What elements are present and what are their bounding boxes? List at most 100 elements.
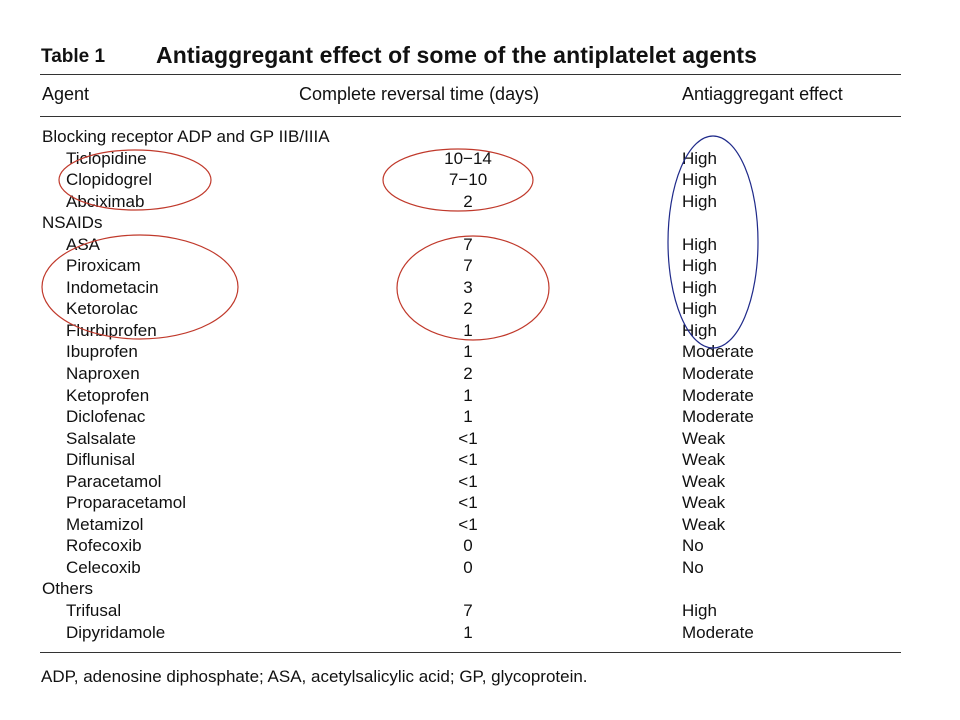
antiaggregant-effect: Moderate	[682, 364, 754, 384]
top-rule	[40, 74, 901, 75]
agent-name: Indometacin	[66, 277, 159, 297]
agent-name: Ticlopidine	[66, 148, 147, 168]
agent-name: Celecoxib	[66, 557, 141, 577]
agent-name: Diclofenac	[66, 407, 146, 427]
group-label: Others	[42, 579, 94, 599]
table-row: Salsalate <1 Weak	[0, 428, 960, 450]
table-row: Rofecoxib 0 No	[0, 535, 960, 557]
antiaggregant-effect: Weak	[682, 450, 726, 470]
table-label: Table 1	[41, 46, 106, 67]
agent-name: Ketorolac	[66, 299, 138, 319]
reversal-time: 2	[463, 364, 473, 384]
table-row: Ticlopidine 10−14 High	[0, 148, 960, 170]
reversal-time: 1	[463, 342, 473, 362]
reversal-time: 7	[463, 256, 473, 276]
table-row: Ibuprofen 1 Moderate	[0, 341, 960, 363]
group-row: Others	[0, 578, 960, 600]
reversal-time: <1	[458, 450, 478, 470]
agent-name: ASA	[66, 234, 101, 254]
table-row: Piroxicam 7 High	[0, 255, 960, 277]
agent-name: Piroxicam	[66, 256, 141, 276]
table-row: Clopidogrel 7−10 High	[0, 169, 960, 191]
agent-name: Ketoprofen	[66, 385, 150, 405]
reversal-time: 1	[463, 320, 473, 340]
col-header-agent: Agent	[42, 84, 90, 104]
table-row: Ketorolac 2 High	[0, 298, 960, 320]
table-body: Blocking receptor ADP and GP IIB/IIIA Tic…	[0, 126, 960, 643]
reversal-time: 7−10	[448, 170, 488, 190]
agent-name: Rofecoxib	[66, 536, 142, 556]
reversal-time: 10−14	[444, 148, 492, 168]
reversal-time: 0	[463, 536, 473, 556]
agent-name: Naproxen	[66, 364, 140, 384]
col-header-reversal-time: Complete reversal time (days)	[299, 84, 540, 104]
table-row: Celecoxib 0 No	[0, 557, 960, 579]
antiaggregant-effect: High	[682, 320, 717, 340]
table-row: Proparacetamol <1 Weak	[0, 492, 960, 514]
reversal-time: 1	[463, 407, 473, 427]
table-header: Agent Complete reversal time (days) Anti…	[0, 84, 960, 108]
table-row: Dipyridamole 1 Moderate	[0, 622, 960, 644]
antiaggregant-effect: High	[682, 277, 717, 297]
antiaggregant-effect: High	[682, 256, 717, 276]
group-row: Blocking receptor ADP and GP IIB/IIIA	[0, 126, 960, 148]
agent-name: Flurbiprofen	[66, 320, 157, 340]
header-rule	[40, 116, 901, 117]
antiaggregant-effect: High	[682, 148, 717, 168]
table-row: Ketoprofen 1 Moderate	[0, 385, 960, 407]
agent-name: Trifusal	[66, 601, 122, 621]
antiaggregant-effect: Weak	[682, 471, 726, 491]
table-row: Trifusal 7 High	[0, 600, 960, 622]
antiaggregant-effect: Moderate	[682, 407, 754, 427]
agent-name: Proparacetamol	[66, 493, 187, 513]
antiaggregant-effect: High	[682, 299, 717, 319]
reversal-time: 2	[463, 191, 473, 211]
group-row: NSAIDs	[0, 212, 960, 234]
table-row: Naproxen 2 Moderate	[0, 363, 960, 385]
table-row: Flurbiprofen 1 High	[0, 320, 960, 342]
agent-name: Salsalate	[66, 428, 136, 448]
table-row: Diflunisal <1 Weak	[0, 449, 960, 471]
reversal-time: <1	[458, 471, 478, 491]
antiaggregant-effect: Moderate	[682, 342, 754, 362]
antiaggregant-effect: Moderate	[682, 385, 754, 405]
reversal-time: 0	[463, 557, 473, 577]
bottom-rule	[40, 652, 901, 653]
antiaggregant-effect: Weak	[682, 428, 726, 448]
agent-name: Clopidogrel	[66, 170, 152, 190]
group-label: NSAIDs	[42, 213, 103, 233]
table-row: Indometacin 3 High	[0, 277, 960, 299]
agent-name: Metamizol	[66, 514, 144, 534]
antiaggregant-effect: Weak	[682, 514, 726, 534]
antiaggregant-effect: Weak	[682, 493, 726, 513]
agent-name: Diflunisal	[66, 450, 135, 470]
agent-name: Abciximab	[66, 191, 145, 211]
table-row: Abciximab 2 High	[0, 191, 960, 213]
reversal-time: <1	[458, 514, 478, 534]
reversal-time: 2	[463, 299, 473, 319]
reversal-time: <1	[458, 493, 478, 513]
antiaggregant-effect: No	[682, 536, 704, 556]
agent-name: Dipyridamole	[66, 622, 166, 642]
table-row: Diclofenac 1 Moderate	[0, 406, 960, 428]
antiaggregant-effect: High	[682, 191, 717, 211]
antiaggregant-effect: No	[682, 557, 704, 577]
table-footnote: ADP, adenosine diphosphate; ASA, acetyls…	[41, 667, 588, 686]
reversal-time: <1	[458, 428, 478, 448]
agent-name: Paracetamol	[66, 471, 162, 491]
reversal-time: 7	[463, 234, 473, 254]
antiaggregant-effect: High	[682, 601, 717, 621]
col-header-effect: Antiaggregant effect	[682, 84, 843, 104]
antiaggregant-effect: High	[682, 170, 717, 190]
reversal-time: 1	[463, 385, 473, 405]
table-title: Antiaggregant effect of some of the anti…	[156, 42, 758, 68]
reversal-time: 1	[463, 622, 473, 642]
reversal-time: 7	[463, 601, 473, 621]
group-label: Blocking receptor ADP and GP IIB/IIIA	[42, 127, 330, 146]
table-row: Metamizol <1 Weak	[0, 514, 960, 536]
reversal-time: 3	[463, 277, 473, 297]
table-row: ASA 7 High	[0, 234, 960, 256]
antiaggregant-effect: High	[682, 234, 717, 254]
table-row: Paracetamol <1 Weak	[0, 471, 960, 493]
agent-name: Ibuprofen	[66, 342, 138, 362]
